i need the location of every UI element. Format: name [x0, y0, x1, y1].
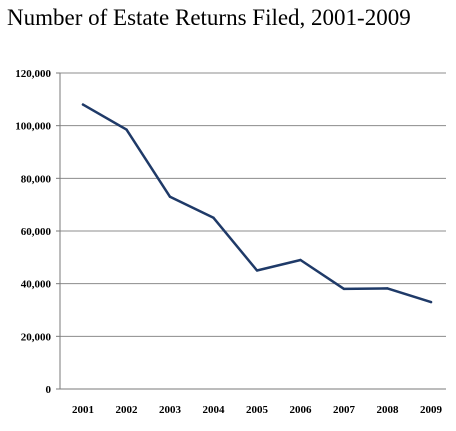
x-tick-label: 2005: [246, 404, 269, 416]
y-tick-label: 80,000: [21, 173, 52, 185]
y-tick-label: 0: [46, 384, 52, 396]
data-point: [212, 216, 215, 220]
x-tick-label: 2004: [203, 404, 226, 416]
x-tick-label: 2006: [290, 404, 313, 416]
data-point: [255, 269, 259, 272]
data-point: [81, 103, 85, 106]
data-point: [125, 128, 128, 131]
x-tick-label: 2001: [72, 404, 94, 416]
y-tick-label: 120,000: [15, 68, 51, 80]
x-tick-label: 2003: [159, 404, 182, 416]
y-tick-label: 40,000: [21, 279, 52, 291]
chart-title: Number of Estate Returns Filed, 2001-200…: [7, 5, 411, 30]
x-tick-label: 2009: [420, 404, 443, 416]
x-tick-label: 2007: [333, 404, 356, 416]
data-point: [342, 287, 346, 291]
y-tick-label: 20,000: [21, 331, 52, 343]
data-point: [429, 300, 433, 304]
gridlines: [60, 72, 446, 337]
x-tick-label: 2002: [116, 404, 139, 416]
series-layer: [81, 103, 433, 304]
y-tick-labels: 0 20,000 40,000 60,000 80,000 100,000 120,000: [15, 68, 51, 396]
axes: [56, 72, 446, 390]
data-point: [299, 258, 302, 262]
data-point: [386, 287, 389, 290]
y-tick-label: 100,000: [15, 121, 51, 133]
x-tick-labels: 2001 2002 2003 2004 2005 2006 2007 2008 2009: [72, 404, 443, 416]
data-point: [168, 195, 172, 198]
series-line: [81, 103, 433, 304]
x-tick-label: 2008: [377, 404, 400, 416]
y-tick-label: 60,000: [21, 226, 52, 238]
